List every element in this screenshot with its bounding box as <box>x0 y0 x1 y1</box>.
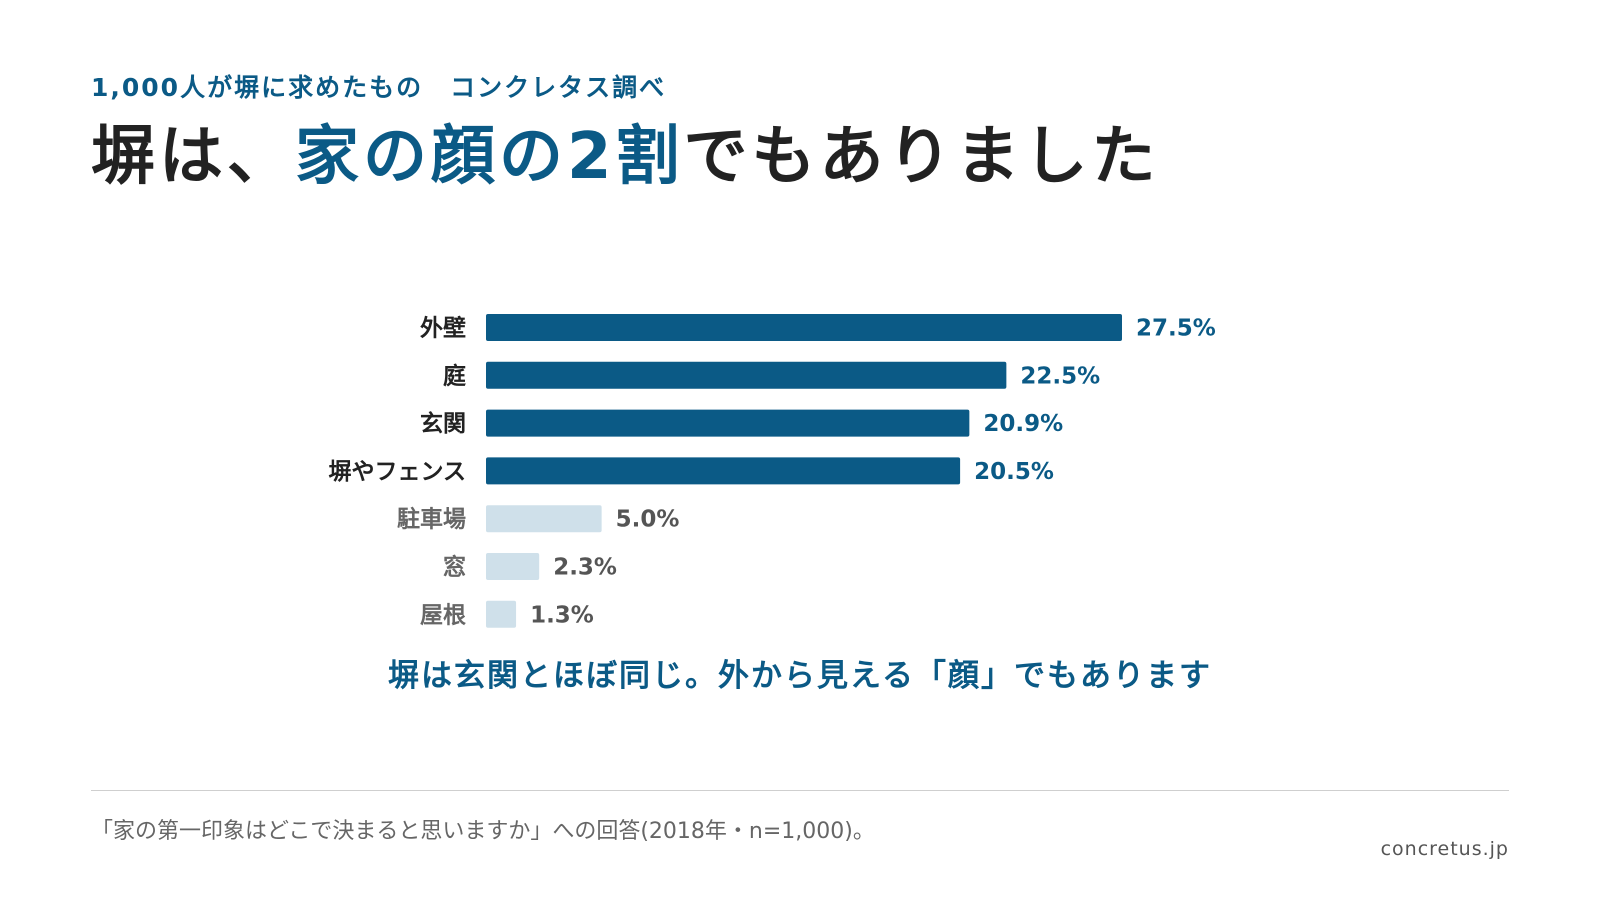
category-label-4: 塀やフェンス <box>328 459 466 485</box>
value-label-4: 20.5% <box>974 459 1054 485</box>
value-label-5: 5.0% <box>616 507 680 533</box>
survey-footnote: 「家の第一印象はどこで決まると思いますか」への回答(2018年・n=1,000)… <box>91 819 875 844</box>
value-label-6: 2.3% <box>553 555 617 581</box>
value-label-7: 1.3% <box>530 602 594 628</box>
bar-3 <box>486 409 970 437</box>
category-label-7: 屋根 <box>420 602 466 628</box>
title-suffix: でもありました <box>683 120 1160 194</box>
footer-divider <box>91 790 1509 791</box>
category-label-3: 玄関 <box>420 410 466 437</box>
chart-subtitle: 1,000人が塀に求めたもの コンクレタス調べ <box>91 73 667 102</box>
chart-callout: 塀は玄関とほぼ同じ。外から見える「顔」でもあります <box>387 658 1213 694</box>
category-label-5: 駐車場 <box>397 506 466 533</box>
category-label-6: 窓 <box>443 554 466 581</box>
title-prefix: 塀は、 <box>91 120 295 194</box>
title-accent: 家の顔の2割 <box>295 120 684 194</box>
value-label-2: 22.5% <box>1020 363 1100 389</box>
bar-6 <box>486 553 540 580</box>
value-label-1: 27.5% <box>1136 316 1216 342</box>
chart-title: 塀は、家の顔の2割でもありました <box>91 122 1160 192</box>
category-label-2: 庭 <box>443 362 466 389</box>
bar-4 <box>486 457 961 485</box>
source-credit: concretus.jp <box>1380 838 1509 860</box>
bar-chart: 外壁 27.5% 庭 22.5% 玄関 20.9% 塀やフェンス 20.5% 駐車場 5.0% 窓 2… <box>328 314 1216 628</box>
category-label-1: 外壁 <box>420 315 466 342</box>
bar-5 <box>486 505 602 533</box>
value-label-3: 20.9% <box>983 411 1063 437</box>
bar-7 <box>486 600 517 628</box>
bar-2 <box>486 361 1007 389</box>
bar-1 <box>486 314 1122 341</box>
